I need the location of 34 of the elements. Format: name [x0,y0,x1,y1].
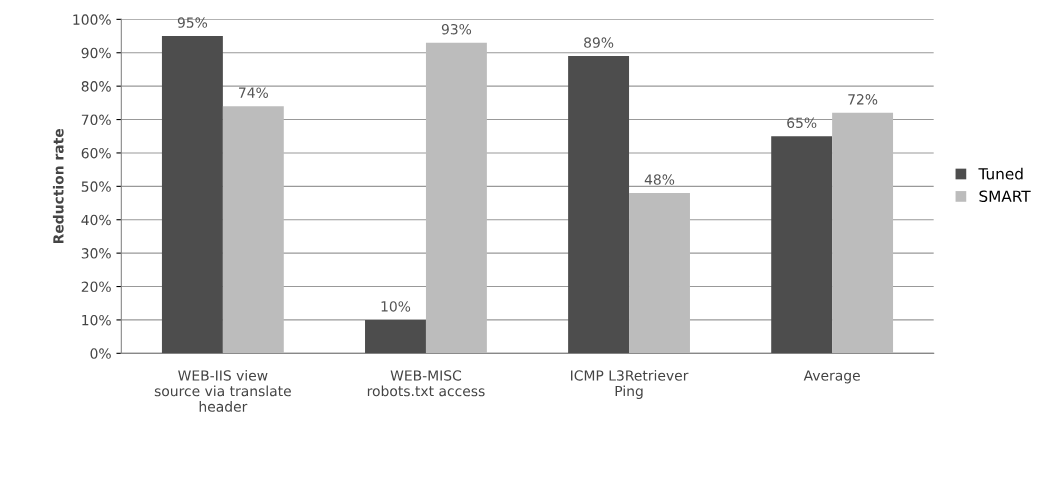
legend-label: SMART [979,190,1031,202]
data-label: 95% [177,17,208,28]
y-tick-label: 20% [81,281,111,292]
y-tick-label: 30% [81,248,111,259]
y-axis-title: Reduction rate [52,128,64,244]
bar [832,112,894,354]
y-tick-label: 0% [90,348,111,359]
y-tick-label: 40% [81,214,111,226]
bar [222,106,284,354]
data-label: 65% [787,117,817,128]
bar [425,42,487,354]
data-label: 74% [239,87,268,98]
data-label: 10% [381,301,411,312]
data-label: 72% [848,94,878,105]
data-label: 93% [441,23,472,35]
bar [161,36,223,354]
x-tick-label: WEB-MISC robots.txt access [367,370,485,397]
bar [568,56,630,354]
y-tick-label: 50% [81,181,111,192]
bar [629,193,690,354]
bar [771,136,833,354]
y-tick-label: 100% [73,14,111,25]
y-tick-label: 60% [81,147,111,159]
x-tick-label: ICMP L3Retriever Ping [571,369,689,399]
y-tick-label: 90% [81,47,111,59]
y-tick-label: 70% [81,114,111,126]
y-tick-label: 10% [82,314,111,326]
bar [365,319,426,354]
legend-label: Tuned [978,167,1023,180]
x-tick-label: Average [803,370,860,384]
y-tick-label: 80% [81,81,111,92]
data-label: 89% [584,37,614,48]
data-label: 48% [644,174,675,185]
x-tick-label: WEB-IIS view source via translate header [154,369,291,412]
